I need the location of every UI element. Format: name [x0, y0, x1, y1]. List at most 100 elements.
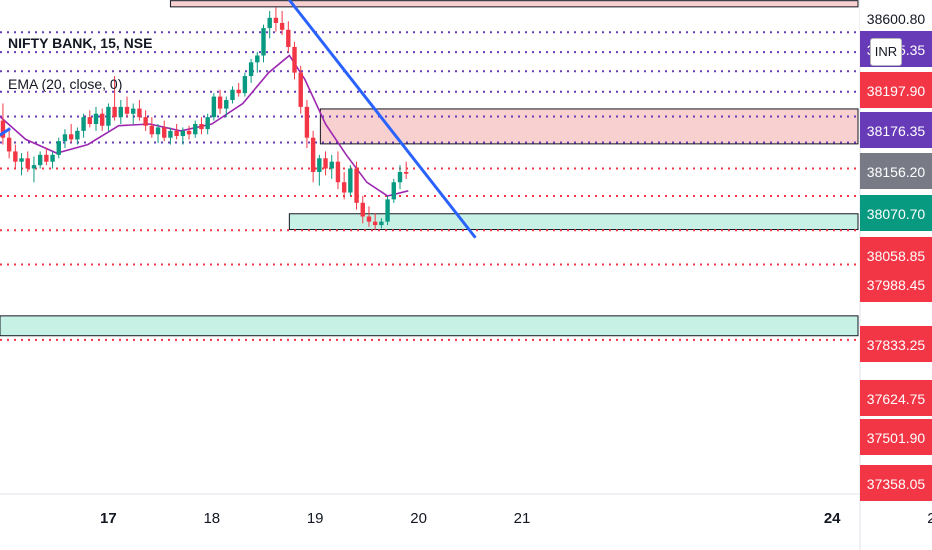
candle-body — [149, 125, 155, 135]
price-tag-label: 38197.90 — [867, 83, 926, 99]
candle-body — [205, 117, 210, 130]
price-tag-label: 37501.90 — [867, 430, 926, 446]
candle-body — [25, 158, 30, 169]
candle-body — [329, 161, 334, 169]
candle-body — [0, 120, 6, 138]
candle-body — [155, 127, 161, 135]
price-tag-label: 38156.20 — [867, 164, 926, 180]
candle-body — [37, 154, 43, 166]
candle-body — [106, 106, 111, 126]
candle-12 — [68, 124, 74, 143]
candle-body — [267, 17, 272, 29]
candle-body — [391, 182, 396, 200]
candle-65 — [397, 165, 403, 190]
candle-body — [366, 216, 372, 222]
candle-body — [99, 113, 105, 126]
price-tag-11: 37358.05 — [860, 465, 932, 501]
candle-body — [310, 137, 316, 172]
candle-59 — [360, 195, 365, 224]
price-tag-bg — [860, 380, 932, 416]
ema-legend[interactable]: EMA (20, close, 0) — [8, 76, 123, 92]
candle-body — [341, 182, 347, 193]
time-tick-21: 21 — [514, 510, 531, 527]
zone-layer — [0, 0, 859, 337]
candle-52 — [317, 154, 322, 186]
time-axis[interactable]: 41718192021242527 — [0, 510, 932, 527]
candle-body — [273, 17, 279, 23]
candle-body — [348, 168, 353, 193]
candle-27 — [162, 120, 167, 142]
candle-46 — [279, 10, 285, 35]
candle-45 — [273, 7, 279, 32]
candle-38 — [230, 86, 235, 104]
candle-23 — [137, 100, 142, 121]
candle-32 — [193, 120, 198, 138]
candle-body — [13, 151, 18, 162]
candle-body — [19, 158, 24, 162]
candle-60 — [366, 206, 372, 227]
candle-body — [168, 130, 173, 138]
candle-1 — [0, 103, 6, 145]
candle-body — [112, 106, 117, 118]
candle-body — [124, 106, 130, 114]
candle-body — [118, 106, 124, 118]
price-tag-5: 38070.70 — [860, 195, 932, 231]
candle-43 — [261, 24, 266, 63]
candle-37 — [224, 96, 229, 118]
candle-body — [31, 165, 37, 169]
candle-42 — [255, 52, 260, 73]
currency-badge[interactable]: INR — [870, 38, 902, 66]
time-tick-25: 25 — [927, 510, 932, 527]
candle-19 — [112, 76, 117, 121]
zone-box-2 — [288, 213, 859, 231]
candle-body — [360, 202, 365, 217]
candle-56 — [341, 171, 347, 200]
candle-24 — [143, 110, 148, 131]
symbol-legend[interactable]: NIFTY BANK, 15, NSE — [8, 35, 153, 51]
candle-body — [62, 134, 68, 142]
price-tag-label: 37358.05 — [867, 476, 926, 492]
price-tag-label: 38058.85 — [867, 248, 926, 264]
candle-20 — [118, 100, 124, 125]
price-tag-2: 38197.90 — [860, 72, 932, 108]
candle-body — [68, 134, 74, 140]
price-tag-label: 37833.25 — [867, 337, 926, 353]
price-tag-bg — [860, 112, 932, 148]
trendline-1 — [0, 127, 11, 137]
candle-34 — [205, 113, 210, 135]
candle-body — [56, 141, 61, 155]
candle-body — [50, 154, 55, 162]
candle-40 — [242, 72, 248, 97]
candle-39 — [236, 82, 241, 97]
candle-body — [323, 158, 328, 169]
price-tag-bg — [860, 419, 932, 455]
candle-25 — [149, 117, 155, 138]
candle-body — [317, 158, 322, 172]
candle-10 — [56, 137, 61, 159]
candle-28 — [168, 127, 173, 145]
price-tag-8: 37833.25 — [860, 326, 932, 362]
candle-54 — [329, 154, 334, 179]
candle-body — [298, 72, 303, 107]
candle-21 — [124, 96, 130, 118]
zone-box-0 — [169, 0, 859, 8]
price-tag-bg — [860, 72, 932, 108]
time-tick-19: 19 — [307, 510, 324, 527]
candle-body — [379, 221, 384, 226]
candle-47 — [286, 21, 291, 53]
candle-body — [236, 89, 241, 94]
candle-57 — [348, 165, 353, 196]
price-axis[interactable]: 38600.8038385.3538197.9038176.3538156.20… — [860, 0, 932, 501]
time-tick-18: 18 — [203, 510, 220, 527]
price-tag-label: 37624.75 — [867, 391, 926, 407]
candle-9 — [50, 151, 55, 169]
price-tag-label: 38600.80 — [867, 11, 926, 27]
candle-55 — [335, 151, 341, 190]
candle-body — [87, 117, 92, 125]
candle-body — [6, 137, 12, 152]
candle-35 — [211, 93, 217, 121]
candle-body — [143, 117, 148, 126]
time-tick-17: 17 — [100, 510, 117, 527]
